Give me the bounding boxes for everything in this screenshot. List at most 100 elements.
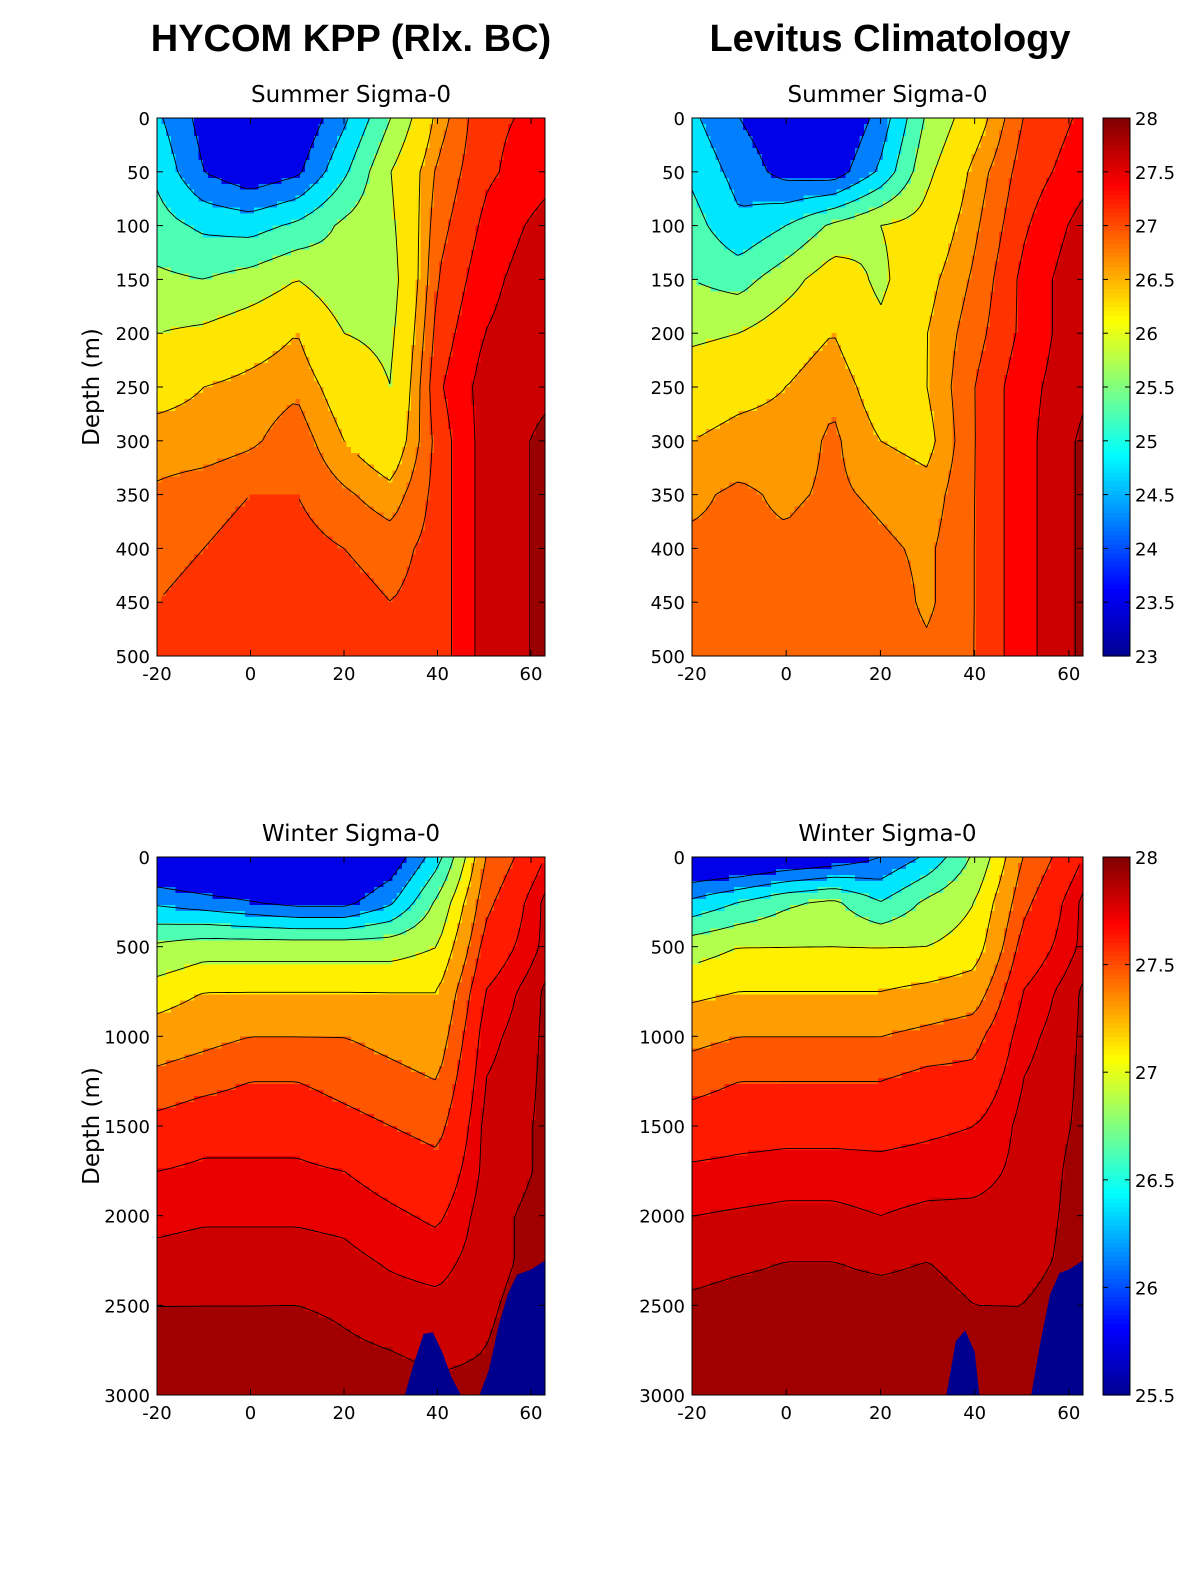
- field-cell: [309, 524, 314, 531]
- field-cell: [212, 238, 217, 245]
- field-cell: [259, 477, 264, 484]
- field-cell: [194, 417, 199, 424]
- field-cell: [282, 471, 287, 478]
- field-cell: [263, 620, 268, 627]
- field-cell: [199, 363, 204, 370]
- field-cell: [346, 411, 351, 418]
- field-cell: [268, 483, 273, 490]
- field-cell: [189, 602, 194, 609]
- field-cell: [328, 339, 333, 346]
- field-cell: [277, 154, 282, 161]
- field-cell: [365, 339, 370, 346]
- field-cell: [240, 477, 245, 484]
- field-cell: [365, 530, 370, 537]
- field-cell: [300, 632, 305, 639]
- field-cell: [328, 178, 333, 185]
- field-cell: [333, 232, 338, 239]
- field-cell: [369, 244, 374, 251]
- field-cell: [180, 614, 185, 621]
- field-cell: [309, 590, 314, 597]
- field-cell: [286, 363, 291, 370]
- field-cell: [231, 297, 236, 304]
- field-cell: [383, 393, 388, 400]
- field-cell: [323, 154, 328, 161]
- field-cell: [342, 447, 347, 454]
- field-cell: [309, 309, 314, 316]
- field-cell: [296, 566, 301, 573]
- field-cell: [305, 608, 310, 615]
- field-cell: [268, 339, 273, 346]
- field-cell: [185, 572, 190, 579]
- field-cell: [356, 190, 361, 197]
- field-cell: [180, 339, 185, 346]
- field-cell: [300, 513, 305, 520]
- field-cell: [208, 214, 213, 221]
- field-cell: [254, 279, 259, 286]
- field-cell: [162, 232, 167, 239]
- field-cell: [194, 184, 199, 191]
- field-cell: [314, 644, 319, 651]
- field-cell: [222, 363, 227, 370]
- field-cell: [300, 291, 305, 298]
- field-cell: [309, 554, 314, 561]
- field-cell: [319, 315, 324, 322]
- field-cell: [208, 303, 213, 310]
- field-cell: [208, 536, 213, 543]
- field-cell: [217, 208, 222, 215]
- field-cell: [337, 196, 342, 203]
- field-cell: [379, 554, 384, 561]
- field-cell: [212, 148, 217, 155]
- field-cell: [360, 507, 365, 514]
- field-cell: [185, 285, 190, 292]
- field-cell: [259, 542, 264, 549]
- field-cell: [208, 608, 213, 615]
- field-cell: [388, 172, 393, 179]
- field-cell: [300, 453, 305, 460]
- field-cell: [314, 507, 319, 514]
- field-cell: [185, 279, 190, 286]
- field-cell: [333, 130, 338, 137]
- field-cell: [217, 477, 222, 484]
- field-cell: [175, 423, 180, 430]
- field-cell: [180, 393, 185, 400]
- field-cell: [323, 632, 328, 639]
- panel-0: Summer Sigma-005010015020025030035040045…: [79, 82, 546, 685]
- field-cell: [374, 226, 379, 233]
- field-cell: [162, 507, 167, 514]
- field-cell: [291, 423, 296, 430]
- field-cell: [291, 357, 296, 364]
- field-cell: [171, 244, 176, 251]
- field-cell: [249, 566, 254, 573]
- field-cell: [263, 423, 268, 430]
- field-cell: [194, 285, 199, 292]
- field-cell: [185, 441, 190, 448]
- field-cell: [231, 489, 236, 496]
- field-cell: [268, 447, 273, 454]
- field-cell: [328, 626, 333, 633]
- field-cell: [180, 190, 185, 197]
- field-cell: [351, 608, 356, 615]
- field-cell: [272, 267, 277, 274]
- field-cell: [328, 357, 333, 364]
- field-cell: [217, 279, 222, 286]
- field-cell: [356, 507, 361, 514]
- field-cell: [300, 584, 305, 591]
- field-cell: [240, 196, 245, 203]
- field-cell: [305, 118, 310, 125]
- field-cell: [379, 124, 384, 131]
- field-cell: [212, 596, 217, 603]
- field-cell: [157, 501, 162, 508]
- field-cell: [259, 626, 264, 633]
- field-cell: [208, 339, 213, 346]
- field-cell: [157, 357, 162, 364]
- field-cell: [157, 548, 162, 555]
- field-cell: [309, 381, 314, 388]
- field-cell: [245, 327, 250, 334]
- field-cell: [337, 118, 342, 125]
- field-cell: [254, 142, 259, 149]
- field-cell: [388, 160, 393, 167]
- field-cell: [291, 166, 296, 173]
- field-cell: [249, 459, 254, 466]
- field-cell: [157, 363, 162, 370]
- field-cell: [194, 297, 199, 304]
